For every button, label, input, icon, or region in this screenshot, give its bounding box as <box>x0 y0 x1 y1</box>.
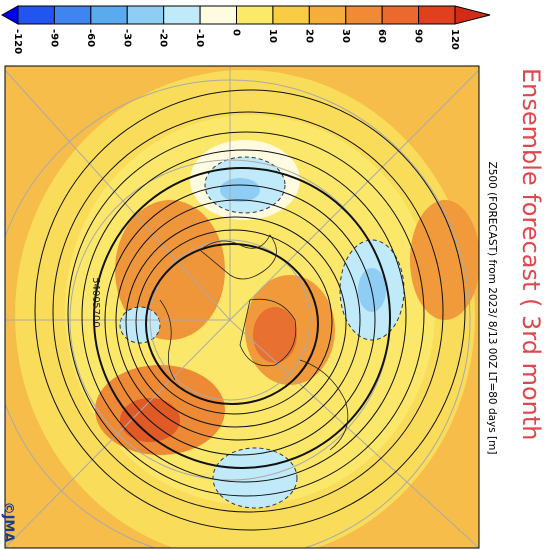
colorbar-label: 30 <box>340 29 351 43</box>
colorbar-segment <box>236 5 274 25</box>
colorbar-segment <box>90 5 128 25</box>
colorbar-label: -20 <box>158 29 169 47</box>
colorbar-label: 90 <box>413 29 424 43</box>
colorbar-segment <box>163 5 201 25</box>
subtitle: Z500 (FORECAST) from 2023/ 8/13 00Z LT=8… <box>486 162 498 455</box>
colorbar-segment <box>418 5 456 25</box>
colorbar-segment <box>381 5 420 25</box>
colorbar-label: 20 <box>303 29 314 43</box>
colorbar-segment <box>17 5 55 25</box>
colorbar-label: -90 <box>48 29 59 47</box>
colorbar-arrow <box>0 5 19 25</box>
colorbar-label: -120 <box>12 29 23 54</box>
colorbar-label: -30 <box>121 29 132 47</box>
colorbar-label: -10 <box>194 29 205 47</box>
title: Ensemble forecast ( 3rd month <box>517 68 545 440</box>
colorbar-segment <box>53 5 92 25</box>
map-frame <box>4 65 480 549</box>
colorbar-label: 120 <box>449 29 460 50</box>
colorbar-segment <box>308 5 347 25</box>
colorbar-label: 10 <box>267 29 278 43</box>
contour-label: 5700 <box>90 302 101 327</box>
colorbar: -120 -90 -60 -30 -20 -10 0 10 20 30 60 90 120 <box>0 5 491 54</box>
colorbar-label: -60 <box>85 29 96 47</box>
colorbar-segment <box>345 5 383 25</box>
colorbar-segment <box>199 5 237 25</box>
colorbar-segment <box>272 5 310 25</box>
colorbar-label: 60 <box>376 29 387 43</box>
colorbar-arrow <box>454 5 491 25</box>
credit: ©JMA <box>1 502 16 543</box>
map <box>5 66 479 548</box>
contour-label: 5400 <box>90 277 101 302</box>
colorbar-segment <box>126 5 165 25</box>
colorbar-label: 0 <box>231 29 242 36</box>
